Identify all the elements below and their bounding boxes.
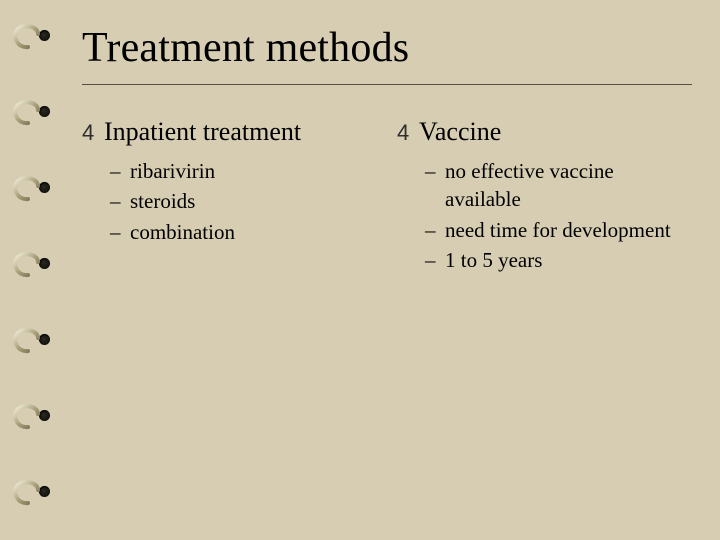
subitem-text: steroids [130, 187, 195, 215]
title-rule [82, 84, 692, 85]
bullet-level1: 4 Vaccine [397, 117, 692, 147]
bullet-level1: 4 Inpatient treatment [82, 117, 377, 147]
column-left: 4 Inpatient treatment – ribarivirin – st… [82, 117, 377, 276]
check-icon: 4 [82, 122, 104, 144]
slide-title: Treatment methods [82, 24, 692, 82]
dash-icon: – [110, 157, 130, 185]
subitem-text: 1 to 5 years [445, 246, 542, 274]
subitem: – ribarivirin [110, 157, 377, 185]
column-right: 4 Vaccine – no effective vaccine availab… [397, 117, 692, 276]
subitem-text: combination [130, 218, 235, 246]
check-icon: 4 [397, 122, 419, 144]
subitem-text: need time for development [445, 216, 671, 244]
binder-ring [16, 328, 50, 352]
binder-ring [16, 24, 50, 48]
binder-ring [16, 252, 50, 276]
dash-icon: – [425, 246, 445, 274]
dash-icon: – [110, 187, 130, 215]
sublist-right: – no effective vaccine available – need … [425, 157, 692, 274]
subitem: – 1 to 5 years [425, 246, 692, 274]
dash-icon: – [425, 157, 445, 185]
subitem-text: ribarivirin [130, 157, 215, 185]
dash-icon: – [110, 218, 130, 246]
dash-icon: – [425, 216, 445, 244]
slide-content: Treatment methods 4 Inpatient treatment … [82, 24, 692, 276]
columns: 4 Inpatient treatment – ribarivirin – st… [82, 117, 692, 276]
subitem: – no effective vaccine available [425, 157, 692, 214]
bullet-heading: Inpatient treatment [104, 117, 301, 147]
bullet-heading: Vaccine [419, 117, 501, 147]
subitem-text: no effective vaccine available [445, 157, 692, 214]
sublist-left: – ribarivirin – steroids – combination [110, 157, 377, 246]
subitem: – combination [110, 218, 377, 246]
binder-ring [16, 176, 50, 200]
binder-ring [16, 404, 50, 428]
binder-ring [16, 100, 50, 124]
binder-ring [16, 480, 50, 504]
subitem: – steroids [110, 187, 377, 215]
subitem: – need time for development [425, 216, 692, 244]
binder-rings [16, 0, 56, 540]
